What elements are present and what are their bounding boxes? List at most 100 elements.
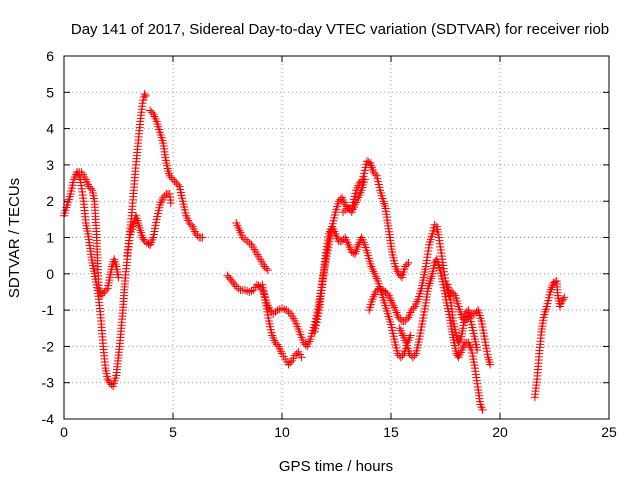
data-point-marker	[142, 238, 151, 247]
data-point-marker	[185, 218, 194, 227]
data-point-marker	[355, 179, 364, 188]
data-point-marker	[166, 199, 175, 208]
y-axis-label: SDTVAR / TECUs	[6, 178, 23, 298]
data-point-marker	[371, 287, 380, 296]
data-point-marker	[401, 316, 410, 325]
y-tick-label: 5	[46, 84, 54, 100]
data-point-marker	[378, 286, 387, 295]
y-tick-label: -2	[42, 338, 55, 354]
data-point-marker	[159, 193, 168, 202]
data-point-marker	[464, 313, 473, 322]
data-point-marker	[551, 277, 560, 286]
data-point-marker	[394, 269, 403, 278]
data-point-marker	[455, 336, 464, 345]
data-point-marker	[381, 287, 390, 296]
data-point-marker	[254, 281, 263, 290]
data-point-marker	[230, 280, 239, 289]
y-tick-label: 0	[46, 266, 54, 282]
data-point-marker	[165, 171, 174, 180]
data-point-marker	[299, 338, 308, 347]
data-point-marker	[147, 108, 156, 117]
x-axis-label: GPS time / hours	[279, 458, 393, 475]
y-tick-label: -4	[42, 411, 55, 427]
data-point-marker	[170, 177, 179, 186]
data-point-marker	[334, 197, 343, 206]
x-tick-label: 20	[492, 424, 508, 440]
data-point-marker	[363, 157, 372, 166]
data-point-marker	[172, 179, 181, 188]
data-point-marker	[105, 378, 114, 387]
data-point-marker	[271, 338, 280, 347]
data-point-marker	[409, 304, 418, 313]
y-tick-label: 3	[46, 157, 54, 173]
data-point-marker	[394, 313, 403, 322]
data-point-marker	[146, 106, 155, 115]
data-point-marker	[401, 262, 410, 271]
x-tick-label: 25	[601, 424, 617, 440]
data-point-marker	[263, 266, 272, 275]
data-point-marker	[461, 309, 470, 318]
data-point-marker	[402, 260, 411, 269]
data-point-marker	[357, 177, 366, 186]
data-point-marker	[169, 175, 177, 184]
data-point-marker	[559, 295, 568, 304]
y-tick-label: 4	[46, 121, 54, 137]
data-point-marker	[286, 358, 295, 367]
data-point-marker	[376, 285, 385, 294]
x-tick-label: 5	[169, 424, 177, 440]
data-point-marker	[402, 315, 411, 324]
data-point-marker	[478, 405, 487, 414]
data-point-marker	[198, 233, 207, 242]
data-point-marker	[100, 287, 109, 296]
data-point-marker	[486, 360, 495, 369]
y-tick-label: 2	[46, 193, 54, 209]
y-tick-label: -1	[42, 302, 55, 318]
data-point-marker	[292, 349, 301, 358]
data-point-marker	[101, 286, 110, 295]
data-point-marker	[141, 91, 150, 100]
data-point-marker	[375, 284, 384, 293]
data-point-marker	[549, 278, 558, 287]
data-point-marker	[473, 346, 482, 355]
data-point-marker	[337, 237, 346, 246]
data-point-marker	[404, 258, 413, 267]
data-point-marker	[273, 340, 282, 349]
data-point-marker	[260, 262, 269, 271]
data-point-marker	[291, 351, 300, 360]
chart-title: Day 141 of 2017, Sidereal Day-to-day VTE…	[71, 21, 609, 38]
data-point-marker	[408, 353, 417, 362]
data-point-marker	[193, 231, 202, 240]
x-tick-label: 15	[383, 424, 399, 440]
data-point-marker	[86, 184, 95, 193]
data-points	[60, 90, 569, 414]
data-point-marker	[407, 306, 416, 315]
data-point-marker	[284, 360, 293, 369]
data-point-marker	[167, 173, 176, 182]
y-tick-label: 1	[46, 230, 54, 246]
data-point-marker	[114, 273, 123, 282]
data-point-marker	[186, 220, 195, 229]
data-point-marker	[383, 289, 392, 298]
x-tick-label: 10	[274, 424, 290, 440]
data-point-marker	[369, 168, 378, 177]
data-point-marker	[191, 229, 200, 238]
data-point-marker	[139, 235, 148, 244]
data-point-marker	[140, 90, 149, 99]
data-point-marker	[410, 351, 419, 360]
data-point-marker	[560, 293, 569, 302]
data-point-marker	[173, 180, 182, 189]
tick-labels: 0 5 10 15 20 25 -4 -3 -2 -1 0 1 2 3 4 5 6	[42, 48, 617, 440]
data-point-marker	[398, 351, 407, 360]
data-point-marker	[85, 182, 94, 191]
plot-frame	[63, 55, 610, 420]
data-point-marker	[297, 353, 306, 362]
data-point-marker	[371, 169, 380, 178]
data-point-marker	[470, 309, 479, 318]
y-tick-label: -3	[42, 375, 55, 391]
data-point-marker	[262, 264, 271, 273]
y-tick-label: 6	[46, 48, 54, 64]
x-tick-label: 0	[60, 424, 68, 440]
data-point-marker	[160, 191, 169, 200]
